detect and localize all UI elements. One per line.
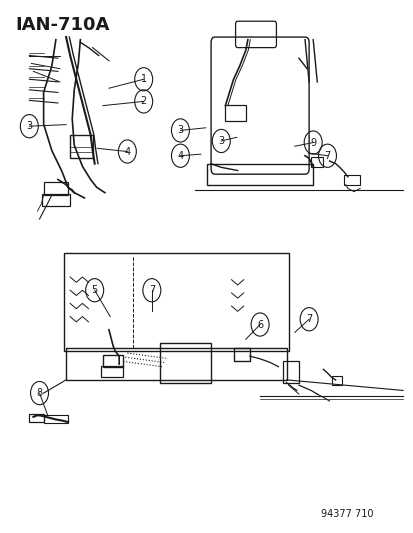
Text: 8: 8 <box>36 388 43 398</box>
Text: 7: 7 <box>305 314 311 324</box>
Text: 3: 3 <box>26 121 32 131</box>
Text: 7: 7 <box>323 151 330 161</box>
Text: 94377 710: 94377 710 <box>320 508 373 519</box>
Text: 6: 6 <box>256 319 263 329</box>
Text: 5: 5 <box>91 285 97 295</box>
Text: 3: 3 <box>218 136 224 146</box>
Text: 2: 2 <box>140 96 147 107</box>
Text: 4: 4 <box>124 147 130 157</box>
Text: IAN-710A: IAN-710A <box>15 16 109 34</box>
Text: 9: 9 <box>309 138 316 148</box>
Text: 4: 4 <box>177 151 183 161</box>
Text: 1: 1 <box>140 74 146 84</box>
Text: 3: 3 <box>177 125 183 135</box>
Text: 7: 7 <box>148 285 154 295</box>
